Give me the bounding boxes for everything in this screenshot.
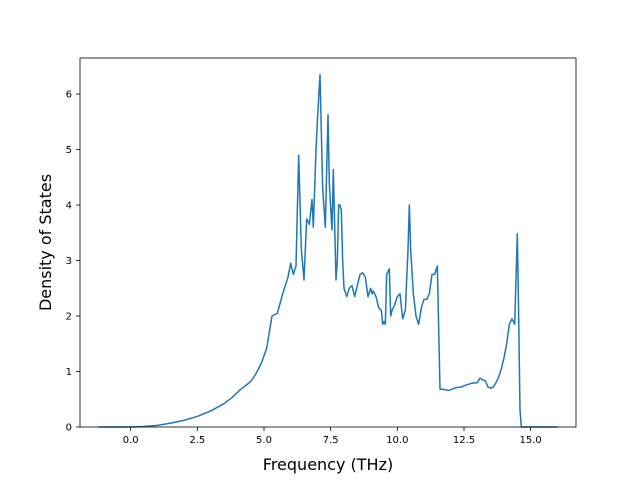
- x-tick-label: 15.0: [520, 435, 542, 446]
- y-tick-label: 5: [66, 145, 72, 156]
- axes-frame: [79, 57, 577, 428]
- dos-series-line: [98, 73, 558, 428]
- y-axis-label: Density of States: [36, 174, 55, 311]
- x-tick-label: 10.0: [386, 435, 408, 446]
- x-tick-label: 7.5: [323, 435, 339, 446]
- y-tick-label: 4: [66, 201, 72, 212]
- axes: 0.0 2.5 5.0 7.5 10.0 12.5 15.0 0 1 2 3 4 5 6: [66, 57, 577, 446]
- x-tick-label: 12.5: [453, 435, 475, 446]
- y-tick-label: 2: [66, 312, 72, 323]
- y-tick-label: 6: [66, 90, 72, 101]
- plot-area: [98, 73, 558, 428]
- y-tick-label: 0: [66, 423, 72, 434]
- x-tick-label: 5.0: [256, 435, 272, 446]
- x-tick-label: 0.0: [123, 435, 139, 446]
- x-tick-label: 2.5: [189, 435, 205, 446]
- y-tick-label: 1: [66, 367, 72, 378]
- x-axis-label: Frequency (THz): [263, 455, 393, 474]
- y-tick-label: 3: [66, 256, 72, 267]
